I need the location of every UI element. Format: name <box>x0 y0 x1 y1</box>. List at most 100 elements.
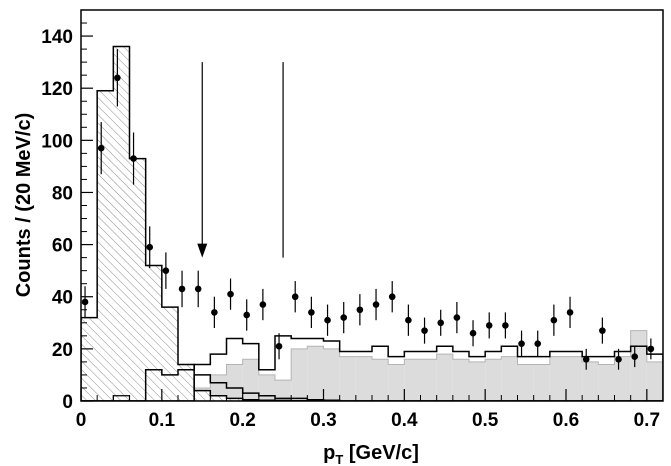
x-tick-label: 0 <box>76 410 87 431</box>
gray-histogram-bin <box>307 346 324 401</box>
annotations <box>197 62 284 258</box>
data-point <box>469 329 477 337</box>
y-axis-title: Counts / (20 MeV/c) <box>13 113 35 297</box>
gray-histogram-bin <box>501 356 518 401</box>
gray-histogram-bin <box>404 359 421 401</box>
gray-histogram-bin <box>226 364 243 401</box>
gray-histogram-bin <box>485 359 502 401</box>
gray-histogram-bin <box>517 364 534 401</box>
y-tick-label: 0 <box>62 392 73 413</box>
data-point <box>194 285 202 293</box>
data-point <box>324 316 331 324</box>
x-tick-label: 0.1 <box>149 410 176 431</box>
outline-histogram <box>81 335 663 401</box>
hatched-histogram-bin <box>178 364 195 401</box>
gray-histogram-bin <box>582 361 599 401</box>
x-tick-label: 0.6 <box>553 410 579 431</box>
gray-histogram-bin <box>566 356 583 401</box>
hatched-histogram-bin <box>129 158 146 401</box>
x-tick-label: 0.3 <box>310 410 336 431</box>
data-point <box>130 155 137 162</box>
hatched-histogram-bin <box>226 398 243 401</box>
data-point <box>615 355 622 363</box>
x-tick-label: 0.5 <box>472 410 499 431</box>
x-axis-title-sub: T <box>335 452 343 466</box>
gray-histogram-bin <box>533 364 550 401</box>
data-point <box>518 340 525 347</box>
data-point <box>227 290 234 298</box>
gray-histogram-bin <box>242 359 259 401</box>
hatched-histogram-bin <box>145 265 162 401</box>
data-point <box>647 345 655 353</box>
data-point <box>485 322 493 329</box>
data-point <box>340 314 348 321</box>
y-tick-label: 20 <box>52 340 73 361</box>
data-point <box>405 316 412 324</box>
gray-histogram-bin <box>646 361 663 401</box>
gray-histogram-bin <box>210 374 227 401</box>
gray-histogram-bin <box>339 356 356 401</box>
data-point <box>582 355 590 363</box>
hatched-histogram-bin <box>194 390 211 401</box>
y-tick-label: 40 <box>52 288 73 309</box>
data-point <box>211 309 218 316</box>
hatched-histogram-bin <box>97 90 114 401</box>
data-point <box>437 319 445 327</box>
y-tick-label: 80 <box>52 183 73 204</box>
x-axis-title-main: p <box>323 442 335 464</box>
gray-histogram-bin <box>323 348 340 401</box>
data-point <box>308 309 315 316</box>
data-point <box>566 309 574 316</box>
data-point <box>243 311 251 319</box>
x-tick-label: 0.2 <box>229 410 255 431</box>
y-tick-label: 140 <box>41 27 73 48</box>
data-point <box>372 301 380 308</box>
gray-histogram-bin <box>372 359 389 401</box>
x-axis-title: pT [GeV/c] <box>323 442 419 466</box>
axes: 0 0.1 0.2 0.3 0.4 0.5 0.6 0.7 0 20 40 60 80 100 120 140 <box>41 22 660 431</box>
x-tick-label: 0.4 <box>391 410 418 431</box>
gray-histogram-bin <box>275 380 292 401</box>
cut-arrow-head <box>197 243 208 258</box>
data-point <box>421 327 428 334</box>
data-point <box>291 293 299 301</box>
x-axis-title-unit: [GeV/c] <box>343 442 419 464</box>
data-point <box>534 340 542 347</box>
data-point <box>275 342 283 350</box>
hatched-histogram-bin <box>113 46 130 401</box>
gray-histogram-bin <box>549 356 566 401</box>
plot-area <box>81 45 663 401</box>
data-point <box>599 327 606 334</box>
data-point <box>259 301 267 308</box>
gray-histogram-bin <box>420 359 437 401</box>
gray-histogram-bin <box>630 330 647 401</box>
gray-histogram-bin <box>469 361 486 401</box>
data-point <box>453 314 461 321</box>
data-point <box>178 285 186 293</box>
y-tick-label: 100 <box>41 131 73 152</box>
data-point <box>388 293 396 301</box>
gray-histogram-bin <box>291 348 308 401</box>
data-point <box>114 74 121 82</box>
data-point <box>631 353 639 360</box>
gray-histogram-bin <box>436 354 453 401</box>
y-tick-label: 120 <box>41 79 73 100</box>
data-point <box>97 144 105 152</box>
gray-histogram-bin <box>258 374 275 401</box>
hatched-histogram-bin <box>161 307 178 401</box>
data-point <box>550 316 558 324</box>
hatched-histogram-bin <box>210 395 227 401</box>
gray-histogram-bin <box>355 356 372 401</box>
gray-histogram-bin <box>452 359 469 401</box>
gray-histogram-bin <box>614 356 631 401</box>
data-point <box>162 267 170 274</box>
x-tick-label: 0.7 <box>634 410 660 431</box>
gray-histogram-bin <box>388 364 405 401</box>
y-tick-label: 60 <box>52 236 73 257</box>
data-point <box>502 322 509 329</box>
gray-histogram-outline <box>81 330 663 401</box>
data-point <box>81 298 89 306</box>
gray-histogram-bin <box>598 364 615 401</box>
data-point <box>146 243 154 251</box>
